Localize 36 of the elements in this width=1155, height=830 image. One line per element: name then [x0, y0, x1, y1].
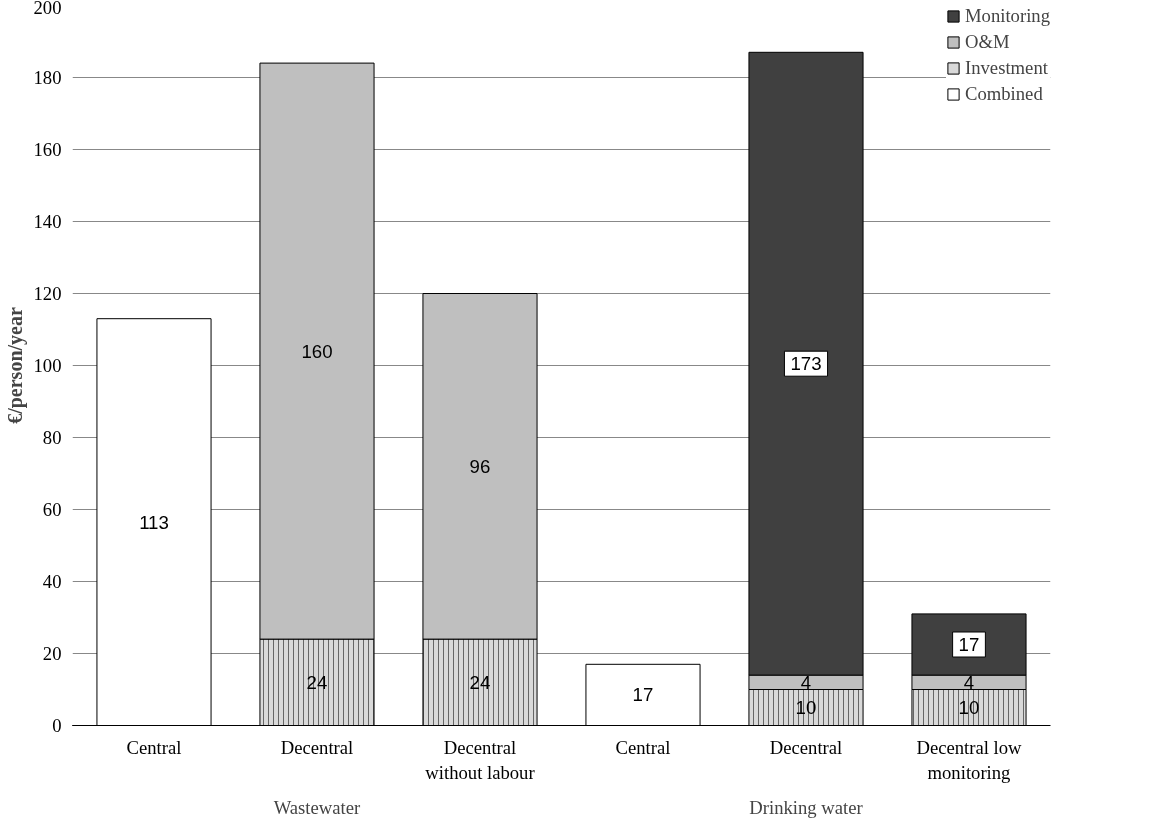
- legend-label: Combined: [965, 83, 1043, 105]
- data-label: 17: [958, 634, 980, 655]
- x-tick-label: Central: [126, 736, 182, 758]
- data-label: 24: [469, 671, 491, 693]
- y-tick-label: 180: [33, 67, 62, 88]
- data-label: 10: [795, 697, 817, 718]
- data-label: 17: [632, 684, 654, 706]
- x-tick-label: Decentral: [280, 736, 354, 758]
- legend-label: Monitoring: [965, 5, 1050, 27]
- data-label: 4: [800, 671, 812, 693]
- y-tick-label: 200: [33, 0, 62, 18]
- x-tick-label: Decentral without labour: [425, 736, 536, 783]
- y-tick-label: 100: [33, 355, 62, 376]
- y-tick-label: 120: [33, 283, 62, 304]
- data-label: 4: [963, 671, 975, 693]
- y-tick-label: 60: [42, 499, 62, 520]
- y-axis-title: €/person/year: [3, 307, 27, 424]
- data-label: 113: [139, 511, 169, 533]
- y-tick-label: 160: [33, 139, 62, 160]
- y-tick-label: 40: [42, 571, 62, 592]
- y-tick-label: 140: [33, 211, 62, 232]
- data-label: 160: [301, 340, 333, 362]
- text: Wastewater: [273, 796, 362, 818]
- y-tick-label: 80: [42, 427, 62, 448]
- y-tick-label: 20: [42, 643, 62, 664]
- y-tick-label: 0: [52, 715, 62, 736]
- legend-label: O&M: [965, 31, 1010, 53]
- data-label: 96: [469, 455, 491, 477]
- x-tick-label: Decentral low monitoring: [916, 736, 1023, 783]
- legend-label: Investment: [965, 57, 1048, 79]
- text: Drinking water: [749, 796, 864, 818]
- data-label: 24: [306, 671, 328, 693]
- data-label: 173: [790, 353, 822, 375]
- x-tick-label: Central: [615, 736, 671, 758]
- data-label: 10: [958, 697, 980, 718]
- x-tick-label: Decentral: [769, 736, 843, 758]
